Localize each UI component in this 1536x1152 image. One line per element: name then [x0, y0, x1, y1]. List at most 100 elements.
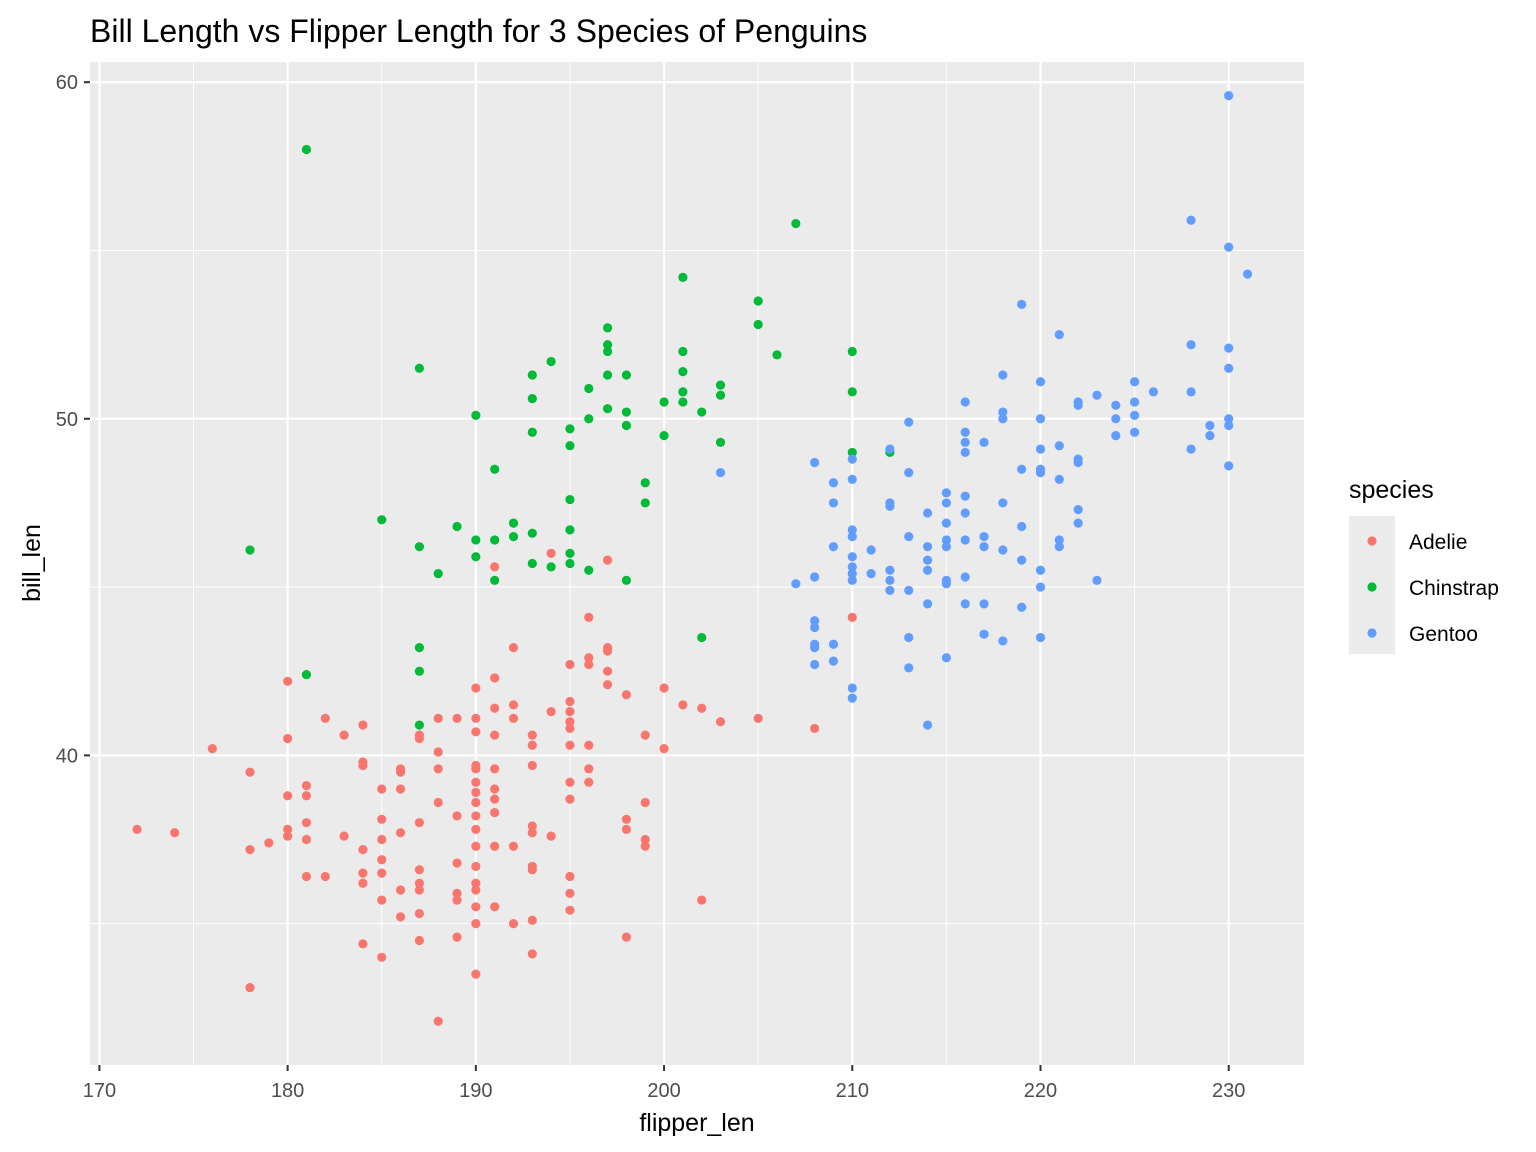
point-adelie — [565, 696, 575, 707]
point-adelie — [602, 680, 613, 690]
point-adelie — [471, 841, 481, 851]
point-adelie — [753, 713, 763, 723]
point-adelie — [471, 777, 481, 787]
point-adelie — [527, 915, 537, 925]
point-chinstrap — [715, 390, 726, 400]
point-gentoo — [979, 542, 989, 552]
point-adelie — [490, 764, 500, 774]
point-chinstrap — [414, 363, 424, 373]
point-adelie — [490, 794, 500, 804]
point-adelie — [452, 811, 462, 821]
point-chinstrap — [697, 407, 707, 417]
point-gentoo — [960, 572, 970, 582]
point-adelie — [414, 935, 424, 946]
point-gentoo — [941, 653, 951, 663]
point-gentoo — [922, 720, 933, 730]
point-gentoo — [828, 542, 839, 552]
point-chinstrap — [471, 552, 481, 562]
point-adelie — [490, 841, 500, 851]
point-gentoo — [866, 568, 876, 579]
point-gentoo — [941, 535, 951, 545]
point-chinstrap — [602, 404, 613, 414]
point-chinstrap — [565, 548, 575, 559]
point-gentoo — [828, 498, 839, 508]
point-adelie — [471, 787, 481, 797]
point-chinstrap — [847, 387, 857, 397]
point-adelie — [621, 932, 632, 942]
legend-items: Adelie Chinstrap Gentoo — [1349, 516, 1499, 654]
point-gentoo — [1186, 340, 1196, 350]
point-gentoo — [885, 575, 895, 585]
point-chinstrap — [527, 427, 537, 437]
point-adelie — [527, 740, 537, 750]
point-adelie — [584, 764, 594, 774]
point-gentoo — [828, 656, 839, 666]
point-chinstrap — [678, 397, 688, 407]
point-chinstrap — [414, 720, 424, 730]
point-chinstrap — [527, 558, 537, 569]
point-gentoo — [1186, 444, 1196, 454]
point-chinstrap — [678, 346, 688, 357]
point-gentoo — [1224, 461, 1234, 471]
point-gentoo — [1224, 91, 1234, 101]
point-chinstrap — [565, 525, 575, 535]
point-chinstrap — [527, 370, 537, 380]
point-gentoo — [1148, 387, 1159, 397]
point-gentoo — [885, 585, 895, 596]
point-adelie — [565, 794, 575, 804]
point-adelie — [301, 871, 312, 882]
point-gentoo — [828, 478, 839, 488]
x-tick-label: 230 — [1212, 1080, 1245, 1102]
point-gentoo — [960, 427, 970, 437]
point-adelie — [584, 612, 594, 622]
point-gentoo — [979, 629, 989, 639]
point-adelie — [490, 673, 500, 683]
point-gentoo — [828, 639, 839, 649]
point-chinstrap — [847, 447, 857, 458]
point-gentoo — [1054, 441, 1064, 451]
point-adelie — [301, 791, 312, 801]
point-gentoo — [904, 417, 914, 427]
point-adelie — [471, 969, 481, 979]
point-adelie — [339, 831, 349, 841]
point-chinstrap — [697, 632, 707, 643]
point-adelie — [471, 797, 481, 808]
point-adelie — [283, 831, 293, 841]
point-chinstrap — [490, 575, 500, 585]
point-chinstrap — [640, 498, 650, 508]
point-gentoo — [922, 599, 933, 609]
point-adelie — [414, 865, 424, 875]
point-adelie — [527, 730, 537, 740]
point-gentoo — [1242, 269, 1253, 279]
point-gentoo — [941, 488, 951, 498]
point-adelie — [715, 717, 726, 727]
point-gentoo — [941, 518, 951, 528]
point-adelie — [452, 895, 462, 905]
point-gentoo — [1130, 410, 1140, 421]
point-adelie — [358, 868, 368, 878]
point-chinstrap — [527, 393, 537, 404]
point-adelie — [584, 659, 594, 670]
point-gentoo — [960, 535, 970, 545]
point-gentoo — [904, 531, 914, 542]
point-adelie — [490, 902, 500, 912]
point-gentoo — [1017, 521, 1027, 532]
chart-title: Bill Length vs Flipper Length for 3 Spec… — [90, 13, 867, 49]
point-chinstrap — [847, 346, 857, 357]
point-adelie — [358, 878, 368, 888]
point-gentoo — [1017, 299, 1027, 309]
point-chinstrap — [490, 464, 500, 474]
point-chinstrap — [772, 350, 782, 360]
point-adelie — [320, 713, 330, 723]
point-gentoo — [847, 552, 857, 562]
point-adelie — [527, 865, 537, 875]
legend-label-adelie: Adelie — [1409, 531, 1467, 554]
point-gentoo — [941, 542, 951, 552]
point-gentoo — [960, 447, 970, 458]
point-adelie — [471, 764, 481, 774]
point-gentoo — [1035, 414, 1046, 424]
point-adelie — [508, 700, 519, 710]
legend-key-gentoo — [1367, 628, 1377, 638]
point-adelie — [377, 895, 387, 905]
